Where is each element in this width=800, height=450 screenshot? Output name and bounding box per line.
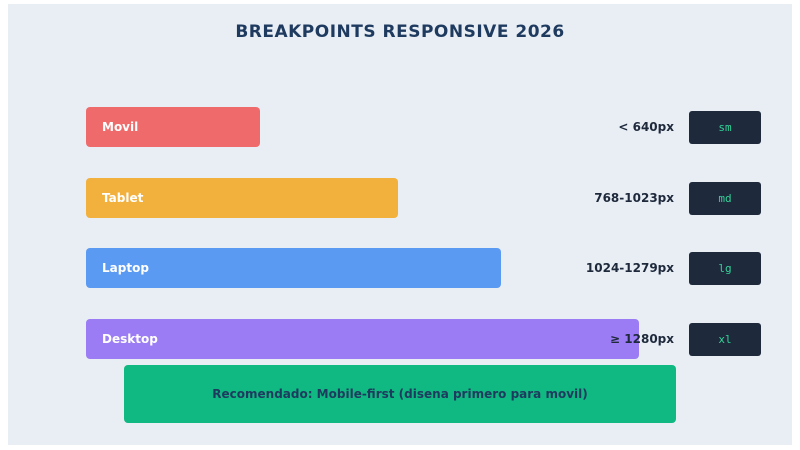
breakpoint-code-lg: lg xyxy=(689,252,761,285)
breakpoint-label-xl: Desktop xyxy=(102,332,158,346)
breakpoint-code-xl: xl xyxy=(689,323,761,356)
breakpoint-bar-sm xyxy=(86,107,260,147)
breakpoint-label-md: Tablet xyxy=(102,191,144,205)
breakpoint-bar-md xyxy=(86,178,398,218)
breakpoint-code-sm: sm xyxy=(689,111,761,144)
breakpoint-bar-xl xyxy=(86,319,639,359)
breakpoint-range-sm: < 640px xyxy=(618,120,674,134)
breakpoint-range-xl: ≥ 1280px xyxy=(610,332,674,346)
breakpoint-range-md: 768-1023px xyxy=(594,191,674,205)
breakpoint-label-sm: Movil xyxy=(102,120,139,134)
recommendation-banner: Recomendado: Mobile-first (disena primer… xyxy=(124,365,676,423)
breakpoint-code-md: md xyxy=(689,182,761,215)
breakpoint-bar-lg xyxy=(86,248,501,288)
diagram-title: BREAKPOINTS RESPONSIVE 2026 xyxy=(235,22,565,42)
breakpoint-label-lg: Laptop xyxy=(102,261,149,275)
breakpoint-range-lg: 1024-1279px xyxy=(585,261,674,275)
